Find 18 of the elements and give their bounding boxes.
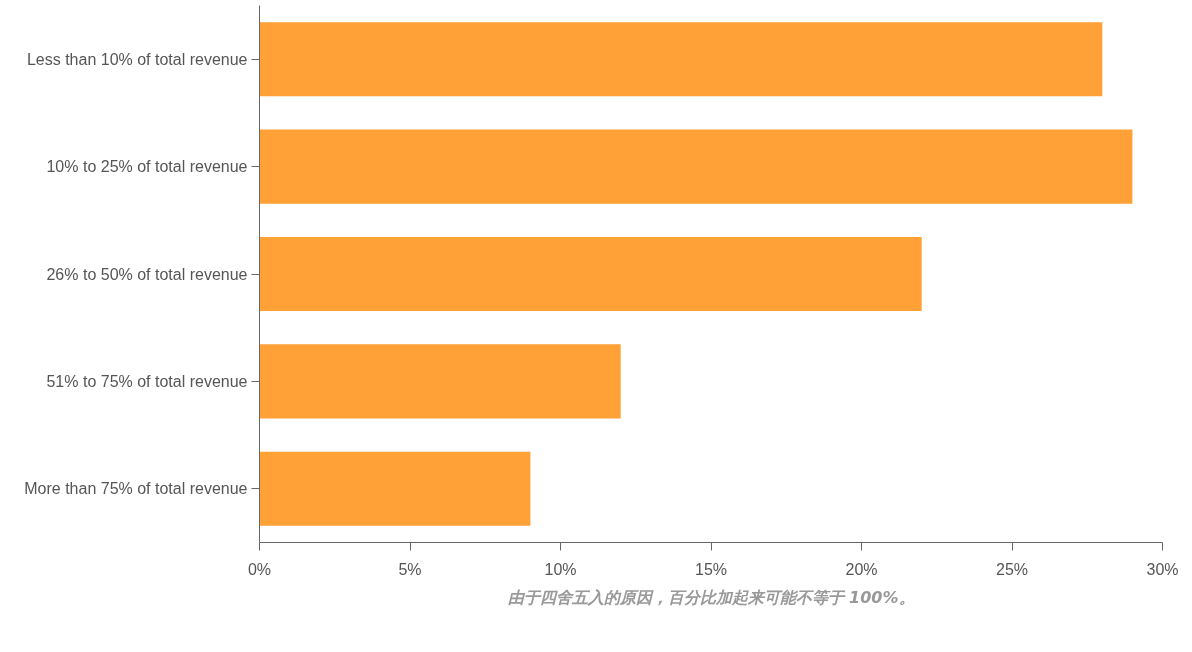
x-tick-label: 25% xyxy=(995,560,1029,578)
y-tick-label: 51% to 75% of total revenue xyxy=(46,372,248,390)
text: 由于四舍五入的原因，百分比加起来可能不等于 100%。 xyxy=(507,587,915,607)
y-tick-label: More than 75% of total revenue xyxy=(24,480,248,498)
x-tick-label: 20% xyxy=(845,560,878,578)
x-tick-label: 5% xyxy=(398,560,422,578)
x-tick-label: 30% xyxy=(1146,560,1179,578)
bar xyxy=(259,236,922,312)
y-tick-label: 26% to 50% of total revenue xyxy=(46,265,248,283)
x-tick-label: 0% xyxy=(247,560,272,578)
bar xyxy=(259,22,1103,97)
bar xyxy=(259,129,1133,204)
bar xyxy=(259,451,531,526)
x-tick-label: 15% xyxy=(694,560,728,578)
y-tick-label: 10% to 25% of total revenue xyxy=(46,158,248,176)
y-tick-label: Less than 10% of total revenue xyxy=(26,50,248,68)
bar xyxy=(259,344,621,419)
x-tick-label: 10% xyxy=(544,560,577,578)
